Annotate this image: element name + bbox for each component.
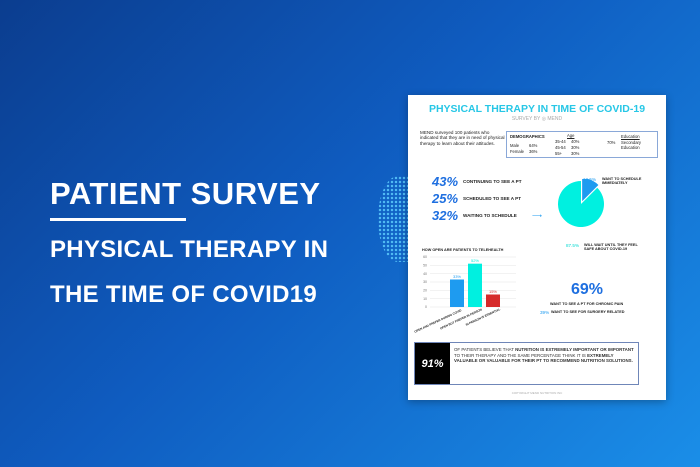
chronic-pct: 69%	[571, 281, 604, 298]
demographics-box: DEMOGRAPHICS Male 64% Female 36% Age 35-…	[506, 131, 658, 158]
data-label: 15%	[489, 289, 497, 294]
pie-label-pct: 87.5%	[566, 243, 580, 248]
male-pct: 64%	[529, 143, 538, 148]
pie-label: WILL WAIT UNTIL THEY FEEL SAFE ABOUT COV…	[584, 243, 638, 251]
pie-label: WANT TO SCHEDULE IMMEDIATELY	[602, 177, 642, 185]
data-label: 33%	[453, 274, 461, 279]
surgery-pct: 39%	[540, 310, 550, 315]
age-pct: 40%	[571, 139, 580, 144]
text-bold: EXTREMELY VALUABLE OR VALUABLE FOR THEIR…	[454, 352, 633, 364]
hero-title: PATIENT SURVEY	[50, 176, 321, 211]
bar	[468, 263, 482, 307]
pie-chart	[558, 179, 604, 227]
y-tick-label: 30	[423, 280, 427, 284]
nutrition-text: OF PATIENTS BELIEVE THAT NUTRITION IS EX…	[454, 347, 636, 364]
pie-label-pct: 12.5%	[583, 177, 597, 182]
stat-pct: 25%	[432, 191, 459, 206]
bar	[486, 294, 500, 307]
y-tick-label: 20	[423, 289, 427, 293]
y-tick-label: 60	[423, 255, 427, 259]
copyright: COPYRIGHT MEND NUTRITION INC	[511, 391, 563, 395]
stat-label: CONTINUING TO SEE A PT	[463, 179, 522, 184]
chronic-label: WANT TO SEE A PT FOR CHRONIC PAIN	[550, 302, 624, 306]
surgery-label: WANT TO SEE FOR SURGERY RELATED	[551, 310, 625, 314]
y-tick-label: 40	[423, 272, 427, 276]
hero-subtitle-line2: THE TIME OF COVID19	[50, 281, 318, 308]
age-range: 55+	[555, 151, 563, 156]
stat-label: WAITING TO SCHEDULE	[463, 213, 517, 218]
arrow-icon: ⟶	[532, 213, 543, 220]
pie-slice-immediate	[582, 179, 599, 202]
data-label: 52%	[471, 258, 479, 263]
female-pct: 36%	[529, 149, 538, 154]
infographic-title: PHYSICAL THERAPY IN TIME OF COVID-19	[428, 103, 646, 115]
y-tick-label: 10	[423, 297, 427, 301]
age-range: 35-44	[555, 139, 566, 144]
education-label: Education	[621, 134, 640, 139]
female-label: Female	[510, 149, 524, 154]
age-pct: 30%	[571, 145, 580, 150]
pie-slice-wait	[558, 181, 604, 227]
male-label: Male	[510, 143, 520, 148]
nutrition-pct: 91%	[415, 343, 450, 384]
text: OF PATIENTS BELIEVE THAT	[454, 347, 516, 352]
education-pct: 70%	[607, 140, 616, 145]
text-bold: NUTRITION IS EXTREMELY IMPORTANT OR IMPO…	[515, 347, 634, 352]
chart-title: HOW OPEN ARE PATIENTS TO TELEHEALTH	[422, 248, 504, 252]
bar	[450, 279, 464, 307]
demographics-label: DEMOGRAPHICS	[510, 134, 545, 139]
age-range: 45-54	[555, 145, 566, 150]
text: TO THEIR THERAPY AND THE SAME PERCENTAGE…	[454, 352, 588, 358]
y-tick-label: 0	[425, 305, 427, 309]
age-pct: 30%	[571, 151, 580, 156]
age-label: Age	[567, 133, 575, 138]
hero-subtitle-line1: PHYSICAL THERAPY IN	[50, 236, 329, 263]
stat-pct: 43%	[432, 174, 459, 189]
telehealth-bar-chart: 0 10 20 30 40 50 60 33% 52% 15%	[423, 255, 516, 309]
y-tick-label: 50	[423, 264, 427, 268]
infographic-subtitle: SURVEY BY ◎ MEND	[511, 116, 563, 122]
intro-text: MEND surveyed 100 patients who indicated…	[420, 130, 505, 146]
stat-pct: 32%	[432, 208, 459, 223]
education-value: Secondary Education	[621, 140, 642, 150]
stat-label: SCHEDULED TO SEE A PT	[463, 196, 522, 201]
infographic-card: PHYSICAL THERAPY IN TIME OF COVID-19 SUR…	[408, 95, 666, 400]
nutrition-box: 91% OF PATIENTS BELIEVE THAT NUTRITION I…	[414, 342, 639, 385]
title-underline	[50, 218, 186, 221]
